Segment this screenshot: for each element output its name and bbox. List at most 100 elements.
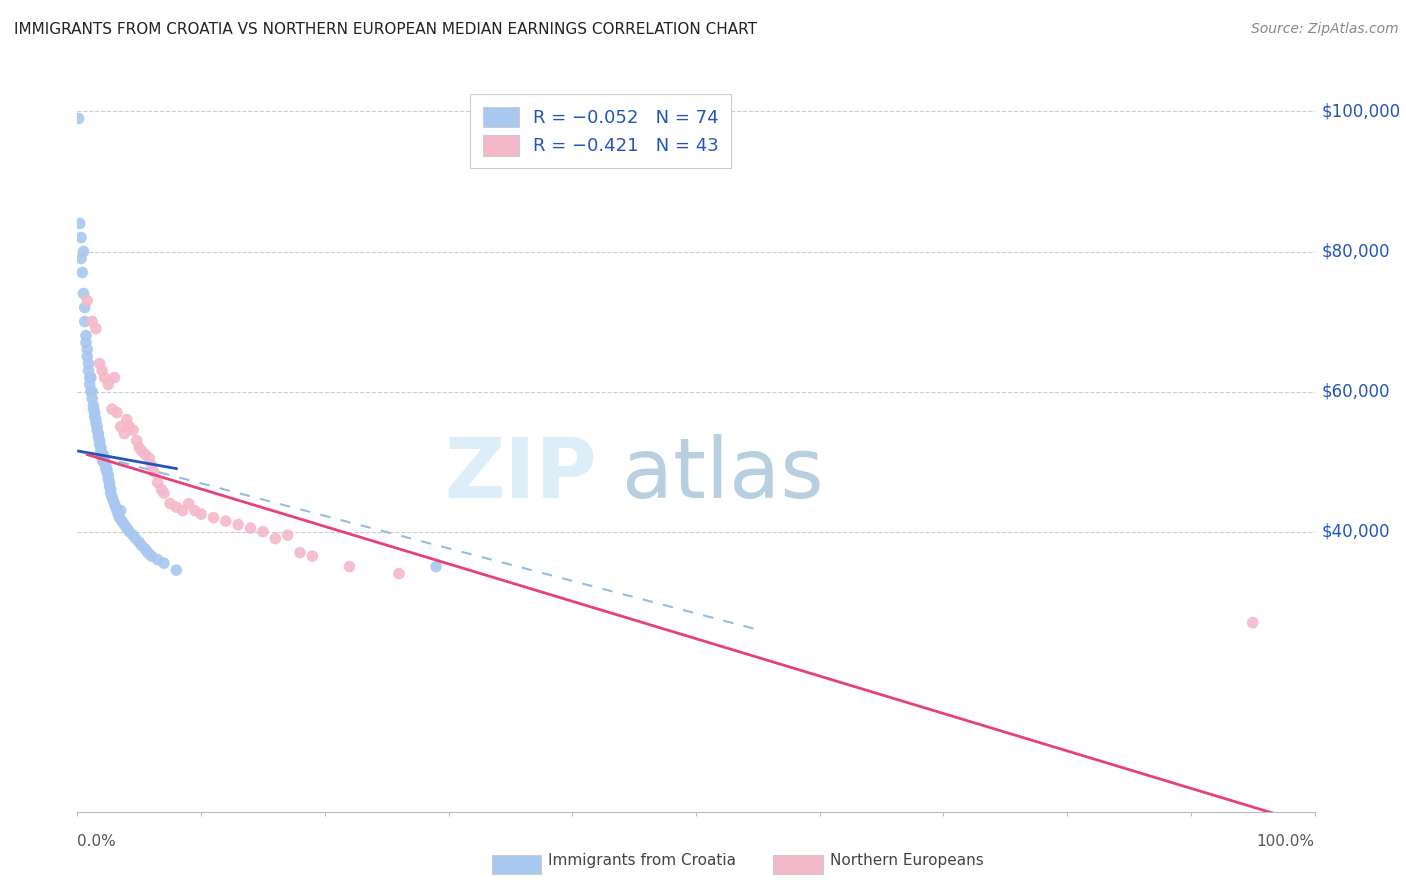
Text: Northern Europeans: Northern Europeans <box>830 854 983 868</box>
Point <box>339 559 361 574</box>
Point <box>87 430 110 444</box>
Point <box>75 328 97 343</box>
Point <box>425 559 447 574</box>
Point <box>90 444 112 458</box>
Point <box>80 370 103 384</box>
Point <box>226 517 249 532</box>
Point <box>252 524 274 539</box>
Point <box>122 528 145 542</box>
Point <box>115 521 138 535</box>
Point <box>90 441 112 455</box>
Text: $100,000: $100,000 <box>1322 103 1400 120</box>
Text: ZIP: ZIP <box>444 434 598 515</box>
Point <box>131 539 153 553</box>
Point <box>91 448 114 462</box>
Point <box>70 230 93 244</box>
Point <box>301 549 323 563</box>
Point <box>190 507 212 521</box>
Point <box>108 510 131 524</box>
Text: $40,000: $40,000 <box>1322 523 1391 541</box>
Point <box>97 468 120 483</box>
Point <box>131 444 153 458</box>
Point <box>72 286 94 301</box>
Point <box>91 363 114 377</box>
Point <box>159 497 181 511</box>
Point <box>89 357 111 371</box>
Point <box>82 384 104 399</box>
Point <box>101 402 124 417</box>
Point <box>84 412 107 426</box>
Point <box>80 384 103 399</box>
Point <box>118 524 141 539</box>
Legend: R = −0.052   N = 74, R = −0.421   N = 43: R = −0.052 N = 74, R = −0.421 N = 43 <box>470 94 731 169</box>
Point <box>77 363 100 377</box>
Point <box>125 434 148 448</box>
Point <box>264 532 287 546</box>
Text: Source: ZipAtlas.com: Source: ZipAtlas.com <box>1251 22 1399 37</box>
Point <box>112 426 135 441</box>
Point <box>165 563 187 577</box>
Point <box>112 517 135 532</box>
Point <box>128 535 150 549</box>
Point <box>277 528 299 542</box>
Point <box>94 461 117 475</box>
Y-axis label: Median Earnings: Median Earnings <box>0 374 7 500</box>
Point <box>82 392 104 406</box>
Point <box>124 532 146 546</box>
Point <box>91 454 114 468</box>
Point <box>96 463 118 477</box>
Point <box>184 503 207 517</box>
Point <box>143 465 166 479</box>
Text: Immigrants from Croatia: Immigrants from Croatia <box>548 854 737 868</box>
Point <box>103 497 125 511</box>
Point <box>84 321 107 335</box>
Point <box>97 377 120 392</box>
Point <box>84 416 107 430</box>
Point <box>202 510 225 524</box>
Point <box>89 434 111 448</box>
Point <box>128 441 150 455</box>
Point <box>103 370 125 384</box>
Point <box>98 475 121 490</box>
Point <box>91 451 114 466</box>
Point <box>105 503 128 517</box>
Point <box>79 377 101 392</box>
Point <box>172 503 194 517</box>
Point <box>115 412 138 426</box>
Point <box>97 472 120 486</box>
Point <box>134 542 156 557</box>
Point <box>87 426 110 441</box>
Point <box>177 497 200 511</box>
Point <box>103 493 125 508</box>
Text: 0.0%: 0.0% <box>77 834 117 849</box>
Point <box>69 217 91 231</box>
Point <box>76 293 98 308</box>
Text: $60,000: $60,000 <box>1322 383 1391 401</box>
Point <box>107 507 129 521</box>
Point <box>110 419 132 434</box>
Point <box>146 552 169 566</box>
Text: atlas: atlas <box>621 434 824 515</box>
Text: $80,000: $80,000 <box>1322 243 1391 260</box>
Text: IMMIGRANTS FROM CROATIA VS NORTHERN EUROPEAN MEDIAN EARNINGS CORRELATION CHART: IMMIGRANTS FROM CROATIA VS NORTHERN EURO… <box>14 22 756 37</box>
Point <box>76 350 98 364</box>
Point <box>73 314 96 328</box>
Point <box>96 465 118 479</box>
Point <box>138 451 160 466</box>
Point <box>77 357 100 371</box>
Point <box>1241 615 1264 630</box>
Point <box>79 370 101 384</box>
Point <box>153 486 176 500</box>
Text: 100.0%: 100.0% <box>1257 834 1315 849</box>
Point <box>94 458 117 472</box>
Point <box>239 521 262 535</box>
Point <box>93 453 115 467</box>
Point <box>93 456 115 470</box>
Point <box>98 479 121 493</box>
Point <box>134 448 156 462</box>
Point <box>104 500 127 515</box>
Point <box>83 406 105 420</box>
Point <box>86 419 108 434</box>
Point <box>82 314 104 328</box>
Point <box>141 458 163 472</box>
